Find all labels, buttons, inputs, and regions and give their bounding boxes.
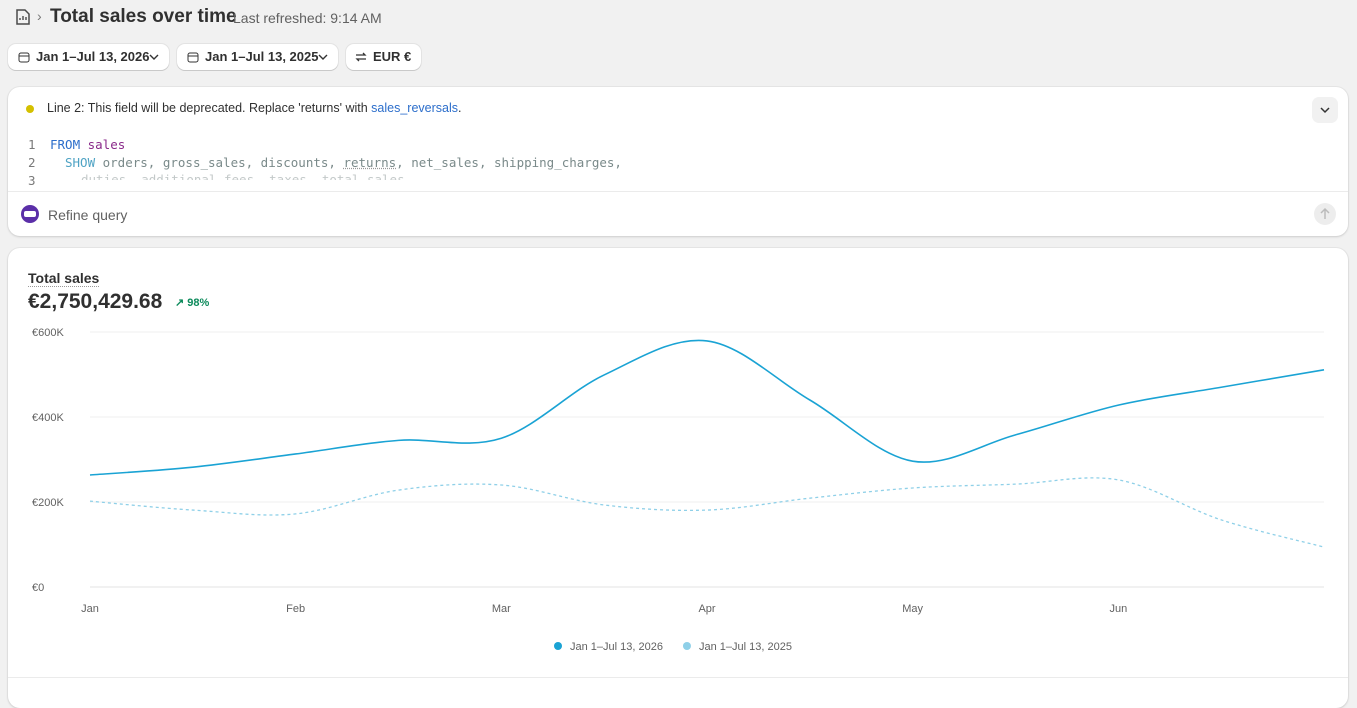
line-number: 2	[28, 155, 36, 170]
exchange-icon	[355, 52, 367, 62]
deprecation-warning: Line 2: This field will be deprecated. R…	[47, 101, 462, 115]
button-label: Jan 1–Jul 13, 2026	[36, 49, 150, 64]
x-tick-label: Jun	[1109, 603, 1127, 615]
legend-swatch	[554, 642, 562, 650]
y-tick-label: €400K	[32, 412, 64, 424]
x-tick-label: May	[902, 603, 923, 615]
page-title: Total sales over time	[50, 6, 237, 27]
series-line	[89, 339, 1325, 476]
calendar-icon	[187, 52, 199, 63]
warning-text: Line 2: This field will be deprecated. R…	[47, 101, 372, 115]
code-token: duties, additional_fees, taxes, total_sa…	[81, 172, 405, 187]
y-tick-label: €200K	[32, 497, 64, 509]
code-line: SHOW orders, gross_sales, discounts, ret…	[65, 155, 622, 170]
x-tick-label: Apr	[698, 603, 715, 615]
x-tick-label: Feb	[286, 603, 305, 615]
legend-label: Jan 1–Jul 13, 2026	[570, 641, 663, 653]
report-icon	[16, 9, 30, 25]
chart-card: Total sales €2,750,429.68 ↗ 98% €0 €200K €…	[8, 248, 1348, 708]
currency-button[interactable]: EUR €	[346, 44, 421, 70]
chevron	[318, 54, 328, 60]
legend-swatch	[682, 642, 691, 650]
assistant-icon	[21, 205, 39, 223]
line-number: 1	[28, 137, 36, 152]
button-label: Jan 1–Jul 13, 2025	[205, 49, 319, 64]
x-tick-label: Jan	[81, 603, 99, 615]
metric-label: Total sales	[28, 270, 100, 287]
line-number: 3	[28, 173, 36, 188]
code-token: sales	[80, 137, 126, 152]
page: › Total sales over time Last refreshed: …	[8, 6, 1348, 708]
collapse-button[interactable]	[1312, 97, 1338, 123]
code-token: orders, gross_sales, discounts,	[95, 155, 344, 170]
series-line	[89, 477, 1325, 548]
code-token: SHOW	[65, 155, 96, 170]
refreshed-time: Last refreshed: 9:14 AM	[233, 10, 382, 26]
chevron	[149, 54, 159, 60]
calendar-icon	[18, 52, 30, 63]
query-editor: Refine query	[8, 87, 1348, 236]
metric-value: €2,750,429.68	[28, 290, 163, 313]
warning-end: .	[458, 101, 462, 115]
date-range-button[interactable]: Jan 1–Jul 13, 2026	[8, 44, 169, 70]
chart: €0 €200K €400K €600K Jan Feb Mar Apr May Jun Jan 1…	[32, 327, 1325, 653]
metric-change: ↗ 98%	[175, 297, 210, 309]
code-token: , net_sales, shipping_charges,	[396, 155, 622, 170]
divider	[8, 191, 1348, 192]
x-tick-label: Mar	[492, 603, 511, 615]
compare-range-button[interactable]: Jan 1–Jul 13, 2025	[177, 44, 338, 70]
code-token: returns	[343, 155, 397, 170]
y-tick-label: €600K	[32, 327, 64, 339]
breadcrumb-sep: ›	[37, 8, 42, 24]
submit-button[interactable]	[1314, 203, 1336, 225]
warning-link[interactable]: sales_reversals	[371, 101, 459, 115]
refine-query-input[interactable]: Refine query	[48, 207, 128, 223]
warning-dot	[26, 105, 34, 113]
code-token: FROM	[50, 137, 81, 152]
button-label: EUR €	[373, 49, 412, 64]
change-value: 98%	[187, 297, 210, 309]
legend-label: Jan 1–Jul 13, 2025	[699, 641, 792, 653]
code-line: FROM sales	[50, 137, 125, 152]
y-tick-label: €0	[32, 582, 44, 594]
divider	[8, 677, 1348, 678]
code-line: duties, additional_fees, taxes, total_sa…	[81, 172, 405, 187]
